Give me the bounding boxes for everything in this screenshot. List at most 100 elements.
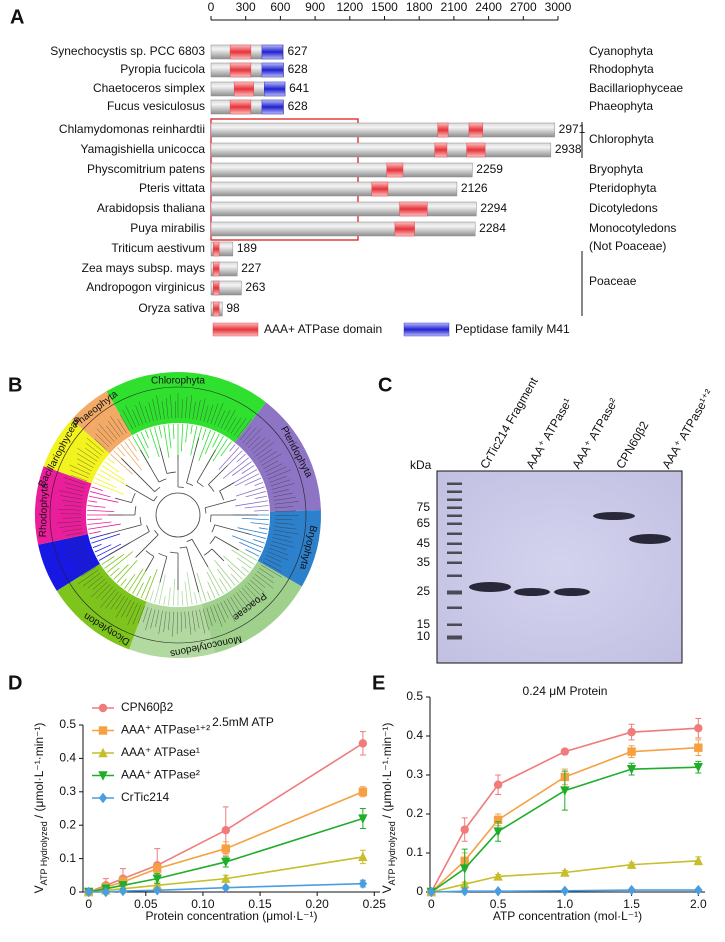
legend-label: AAA⁺ ATPase¹: [121, 745, 200, 759]
protein-band: [514, 588, 550, 596]
marker: [153, 864, 161, 872]
bar: [211, 202, 476, 216]
domain: [387, 163, 403, 177]
legend-marker: [99, 726, 107, 734]
domain: [262, 100, 283, 114]
ladder-band: [447, 636, 462, 640]
lane-label: AAA⁺ ATPase²: [569, 396, 621, 471]
group-label: Pteridophyta: [589, 181, 657, 195]
domain: [213, 302, 219, 316]
marker-label: 65: [417, 516, 431, 530]
y-tick-label: 0.2: [406, 806, 423, 820]
x-axis-label: ATP concentration (mol·L⁻¹): [493, 909, 642, 923]
legend-label: CPN60β2: [121, 700, 174, 714]
value-label: 2938: [555, 142, 582, 156]
y-label-subscript: ATP Hydrolyzed: [387, 821, 397, 885]
marker: [561, 747, 569, 755]
ladder-band: [447, 499, 462, 502]
protein-band: [629, 534, 671, 544]
marker: [627, 747, 635, 755]
marker-label: 35: [417, 555, 431, 569]
value-label: 2971: [559, 122, 586, 136]
group-label: (Not Poaceae): [589, 239, 666, 253]
marker: [461, 825, 469, 833]
group-label: Cyanophyta: [589, 44, 653, 58]
group-label: Rhodophyta: [589, 62, 654, 76]
legend-label: Peptidase family M41: [455, 322, 570, 336]
x-tick-label: 2700: [510, 0, 537, 14]
value-label: 98: [226, 301, 240, 315]
value-label: 628: [288, 62, 308, 76]
group-label: Bacillariophyceae: [589, 81, 683, 95]
group-label: Monocotyledons: [589, 221, 676, 235]
domain: [395, 222, 415, 236]
y-tick-label: 0.5: [59, 717, 76, 731]
x-axis-label: Protein concentration (μmol·L⁻¹): [146, 909, 318, 923]
domain: [213, 281, 219, 295]
marker: [359, 739, 367, 747]
marker: [627, 885, 635, 895]
legend-label: AAA+ ATPase domain: [264, 322, 382, 336]
panel-label: E: [372, 672, 385, 694]
bar: [211, 222, 475, 236]
legend-label: AAA⁺ ATPase¹⁺²: [121, 723, 210, 737]
y-tick-label: 0.1: [406, 845, 423, 859]
domain: [438, 123, 448, 137]
marker: [494, 886, 502, 896]
x-tick-label: 1800: [406, 0, 433, 14]
category-label: Fucus vesiculosus: [107, 99, 205, 113]
category-label: Physcomitrium patens: [87, 162, 205, 176]
domain: [230, 63, 251, 77]
protein-band: [593, 512, 635, 520]
y-tick-label: 0.3: [406, 767, 423, 781]
domain: [469, 123, 483, 137]
marker: [222, 882, 230, 892]
ladder-band: [447, 523, 462, 526]
x-tick-label: 1200: [336, 0, 363, 14]
x-tick-label: 2400: [475, 0, 502, 14]
group-label: Poaceae: [589, 274, 637, 288]
x-tick-label: 2100: [441, 0, 468, 14]
marker: [627, 728, 635, 736]
marker: [359, 788, 367, 796]
ladder-band: [447, 533, 462, 536]
panel-label: A: [10, 6, 24, 28]
marker-label: 10: [417, 629, 431, 643]
category-label: Puya mirabilis: [130, 221, 205, 235]
y-tick-label: 0.3: [59, 784, 76, 798]
y-label-subscript: ATP Hydrolyzed: [39, 821, 49, 885]
value-label: 2126: [461, 181, 488, 195]
marker: [694, 744, 702, 752]
annotation: 0.24 μM Protein: [523, 684, 608, 698]
value-label: 2294: [480, 201, 507, 215]
ladder-band: [447, 607, 462, 610]
ladder-band: [447, 543, 462, 546]
category-label: Triticum aestivum: [111, 241, 205, 255]
domain: [262, 45, 283, 59]
ladder-band: [447, 491, 462, 494]
marker-label: 45: [417, 536, 431, 550]
x-tick-label: 0.25: [363, 897, 387, 911]
value-label: 189: [237, 241, 257, 255]
marker: [460, 864, 469, 873]
group-label: Bryophyta: [589, 162, 643, 176]
lane-label: AAA⁺ ATPase¹⁺²: [659, 387, 716, 471]
x-tick-label: 600: [270, 0, 290, 14]
group-label: Dicotyledons: [589, 201, 658, 215]
category-label: Chlamydomonas reinhardtii: [59, 122, 205, 136]
ladder-band: [447, 624, 462, 627]
domain: [213, 242, 219, 256]
ladder-band: [447, 515, 462, 518]
domain: [230, 45, 251, 59]
gel-unit: kDa: [410, 458, 432, 472]
legend-swatch: [213, 323, 258, 336]
x-tick-label: 1500: [371, 0, 398, 14]
ladder-band: [447, 591, 462, 595]
marker: [222, 826, 230, 834]
clade-label: Chlorophyta: [151, 376, 205, 387]
x-tick-label: 0: [428, 897, 435, 911]
legend-marker: [99, 793, 107, 803]
value-label: 2284: [479, 221, 506, 235]
